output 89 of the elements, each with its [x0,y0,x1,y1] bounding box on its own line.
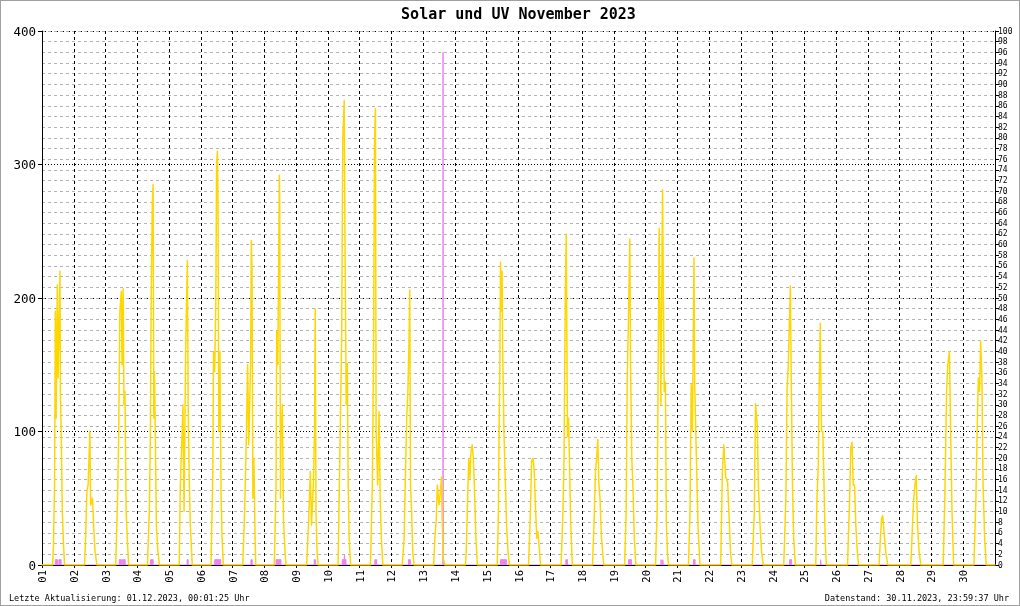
y-tick-label: 0 [28,557,36,573]
x-tick-label: 14 [448,570,461,583]
x-tick-label: 17 [544,570,557,583]
y2-tick-label: 80 [998,133,1008,143]
y2-tick-label: 50 [998,293,1008,303]
y2-tick-label: 20 [998,453,1008,463]
x-tick-label: 03 [99,570,112,583]
y-tick-label: 100 [13,424,36,439]
x-tick-label: 28 [893,570,906,583]
x-tick-label: 06 [194,570,207,583]
y2-tick-label: 16 [998,475,1008,485]
x-tick-label: 10 [321,570,334,583]
y2-tick-label: 56 [998,261,1008,271]
y-tick-label: 400 [13,23,36,39]
x-tick-label: 15 [480,570,493,583]
y2-tick-label: 62 [998,229,1008,239]
x-tick-label: 23 [734,570,747,583]
x-tick-label: 30 [957,570,970,583]
y2-tick-label: 42 [998,336,1008,346]
x-tick-label: 13 [417,570,430,583]
y2-tick-label: 90 [998,79,1008,89]
y2-tick-label: 92 [998,69,1008,79]
y2-tick-label: 68 [998,197,1008,207]
y2-tick-label: 12 [998,496,1008,506]
y2-tick-label: 66 [998,208,1008,218]
y2-tick-label: 94 [998,58,1008,68]
x-tick-label: 07 [226,570,239,583]
y2-tick-label: 96 [998,47,1008,57]
y2-tick-label: 54 [998,272,1008,282]
y2-tick-label: 84 [998,111,1008,121]
y2-tick-label: 60 [998,240,1008,250]
x-tick-label: 27 [861,570,874,583]
y2-tick-label: 30 [998,400,1008,410]
y2-tick-label: 14 [998,485,1008,495]
y2-tick-label: 58 [998,250,1008,260]
y2-tick-label: 8 [998,517,1003,527]
y2-tick-label: 24 [998,432,1008,442]
x-tick-label: 25 [798,570,811,583]
y2-tick-label: 6 [998,528,1003,538]
x-tick-label: 20 [639,570,652,583]
x-tick-label: 26 [830,570,843,583]
y2-tick-label: 0 [998,560,1003,570]
y2-tick-label: 32 [998,389,1008,399]
x-tick-label: 21 [671,570,684,583]
x-tick-label: 02 [67,570,80,583]
y2-tick-label: 74 [998,165,1008,175]
y-tick-label: 200 [13,290,36,306]
y2-tick-label: 48 [998,304,1008,314]
y2-tick-label: 2 [998,549,1003,559]
y2-tick-label: 22 [998,443,1008,453]
y2-tick-label: 86 [998,101,1008,111]
y2-tick-label: 64 [998,218,1008,228]
y2-tick-label: 40 [998,346,1008,356]
y2-tick-label: 100 [998,26,1013,36]
y2-tick-label: 34 [998,378,1008,388]
x-tick-label: 11 [353,570,366,583]
x-tick-label: 18 [576,570,589,583]
x-tick-label: 05 [163,570,176,583]
x-tick-label: 01 [36,570,48,583]
y2-tick-label: 26 [998,421,1008,431]
chart-title: Solar und UV November 2023 [401,5,636,23]
y2-tick-label: 38 [998,357,1008,367]
x-tick-label: 22 [703,570,716,583]
y2-tick-label: 82 [998,122,1008,132]
y2-tick-label: 10 [998,507,1008,517]
x-tick-label: 04 [131,570,144,583]
y2-tick-label: 88 [998,90,1008,100]
y2-tick-label: 76 [998,154,1008,164]
x-tick-label: 08 [258,570,271,583]
x-tick-label: 16 [512,570,525,583]
y2-tick-label: 52 [998,282,1008,292]
y2-tick-label: 72 [998,176,1008,186]
text: Letzte Aktualisierung: 01.12.2023, 00:01:25 Uhr [9,592,250,603]
y-tick-label: 300 [13,157,36,172]
y2-tick-label: 4 [998,539,1003,549]
y2-tick-label: 36 [998,368,1008,378]
y2-tick-label: 78 [998,143,1008,153]
y2-tick-label: 28 [998,410,1008,420]
x-tick-label: 19 [607,570,620,583]
text: Datenstand: 30.11.2023, 23:59:37 Uhr [824,592,1010,603]
y2-tick-label: 18 [998,464,1008,474]
x-tick-label: 29 [925,570,938,583]
y2-tick-label: 46 [998,314,1008,324]
x-tick-label: 12 [385,570,398,583]
y2-tick-label: 70 [998,186,1008,196]
y2-tick-label: 98 [998,37,1008,47]
x-tick-label: 24 [766,570,779,583]
x-tick-label: 09 [290,570,303,583]
y2-tick-label: 44 [998,325,1008,335]
